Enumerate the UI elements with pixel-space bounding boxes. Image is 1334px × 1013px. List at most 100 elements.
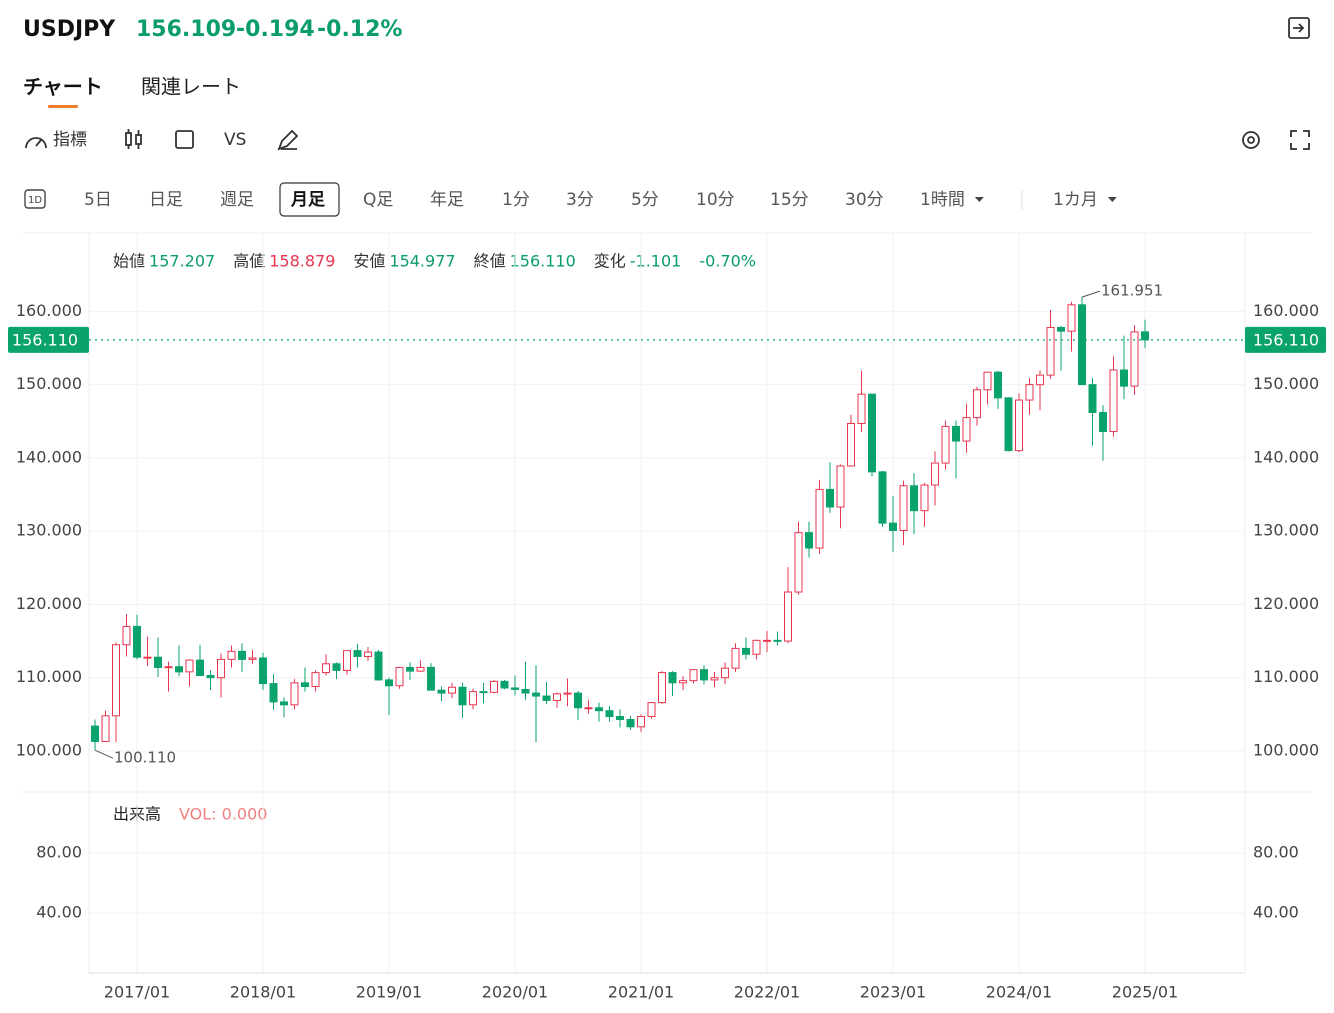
vs[interactable]: VS: [224, 130, 246, 150]
timeframe[interactable]: 週足: [220, 190, 254, 210]
tab[interactable]: チャート: [23, 75, 103, 99]
info-value: 158.879: [269, 252, 335, 271]
candle-body: [878, 471, 887, 524]
candle-body: [206, 675, 215, 679]
y-tick-label: 110.000: [16, 667, 82, 686]
candle-body: [616, 716, 624, 720]
candle-body: [668, 672, 677, 684]
volume-label: VOL: 0.000: [179, 805, 267, 824]
annotation: 161.951: [1101, 282, 1163, 300]
candle-body: [437, 689, 446, 694]
info-name: 高値: [233, 252, 265, 271]
candle-body: [227, 650, 236, 660]
compare-icon[interactable]: [175, 130, 194, 149]
fullscreen-icon[interactable]: [1290, 130, 1310, 150]
candle-body: [185, 659, 194, 673]
candle-body: [385, 679, 393, 687]
info-value: 154.977: [389, 252, 455, 271]
y-tick-label: 130.000: [16, 521, 82, 540]
candle-body: [217, 658, 225, 679]
candle-body: [479, 691, 488, 694]
x-tick-label: 2021/01: [608, 983, 674, 1002]
dropdown-arrow: [1107, 197, 1117, 202]
last-price-box: [1245, 326, 1326, 353]
timeframe[interactable]: 3分: [566, 190, 594, 210]
candle-body: [794, 532, 803, 593]
candle-body: [574, 692, 582, 709]
change-pct: -0.12%: [317, 17, 402, 42]
annotation-line: [94, 749, 114, 759]
timeframe[interactable]: 1分: [502, 190, 530, 210]
last-price-label: 156.110: [1253, 330, 1319, 349]
candle-body: [532, 692, 540, 697]
candle-body: [941, 425, 950, 464]
candle-body: [133, 625, 141, 658]
draw-icon[interactable]: [277, 129, 299, 151]
y-tick-label: 40.00: [36, 903, 82, 922]
tab[interactable]: 関連レート: [141, 75, 241, 99]
timeframe[interactable]: 月足: [290, 190, 325, 210]
y-tick-label: 150.000: [1253, 374, 1319, 393]
info-name: 安値: [353, 252, 385, 271]
timeframe[interactable]: 5分: [631, 190, 659, 210]
candle-body: [395, 666, 404, 687]
price: 156.109: [136, 17, 236, 42]
x-tick-label: 2022/01: [734, 983, 800, 1002]
candle-body: [868, 393, 876, 473]
y-tick-label: 80.00: [1253, 843, 1299, 862]
candle-body: [889, 522, 897, 531]
info-name: 変化: [594, 252, 626, 271]
candle-body: [1109, 369, 1118, 433]
candle-body: [269, 683, 278, 703]
candle-body: [427, 666, 435, 691]
timeframe[interactable]: 日足: [149, 190, 183, 210]
candle-body: [101, 715, 110, 742]
settings-icon[interactable]: [1242, 131, 1260, 149]
timeframe[interactable]: 30分: [845, 190, 884, 210]
indicator-icon[interactable]: [25, 137, 47, 149]
candle-body: [280, 701, 288, 706]
timeframe[interactable]: 1D: [28, 195, 42, 206]
candle-body: [805, 532, 813, 549]
candle-body: [700, 669, 708, 681]
timeframe[interactable]: 年足: [430, 190, 464, 210]
candle-body: [332, 663, 341, 671]
candle-body: [626, 718, 635, 728]
candle-body: [1130, 331, 1139, 387]
y-tick-label: 80.00: [36, 843, 82, 862]
candle-icon[interactable]: [125, 129, 142, 149]
y-tick-label: 130.000: [1253, 521, 1319, 540]
timeframe-selected: [279, 182, 340, 217]
candle-body: [553, 693, 561, 701]
timeframe[interactable]: Q足: [363, 190, 393, 210]
candle-body: [847, 422, 855, 467]
exit-button[interactable]: [1288, 17, 1310, 39]
candle-body: [164, 666, 173, 669]
candle-body: [416, 666, 425, 672]
dropdown-arrow: [974, 197, 984, 202]
y-tick-label: 100.000: [1253, 740, 1319, 759]
timeframe[interactable]: 1時間: [920, 190, 965, 210]
candle-body: [1099, 411, 1107, 433]
candle-body: [920, 484, 929, 512]
indicators[interactable]: 指標: [53, 130, 87, 150]
candle-body: [731, 647, 740, 669]
timeframe[interactable]: 5日: [84, 190, 112, 210]
annotation-line: [1081, 290, 1101, 298]
timeframe[interactable]: 1カ月: [1053, 190, 1098, 210]
candle-body: [595, 707, 603, 712]
candle-body: [112, 644, 120, 717]
candle-body: [647, 702, 656, 718]
y-tick-label: 100.000: [16, 740, 82, 759]
candle-body: [563, 692, 572, 695]
candle-body: [605, 710, 614, 718]
candle-body: [458, 686, 467, 706]
y-tick-label: 40.00: [1253, 903, 1299, 922]
candle-body: [1004, 397, 1013, 452]
candle-body: [542, 695, 551, 701]
candle-body: [763, 639, 771, 642]
info-name: 始値: [113, 252, 145, 271]
timeframe[interactable]: 15分: [770, 190, 809, 210]
candle-body: [469, 691, 477, 706]
timeframe[interactable]: 10分: [696, 190, 735, 210]
